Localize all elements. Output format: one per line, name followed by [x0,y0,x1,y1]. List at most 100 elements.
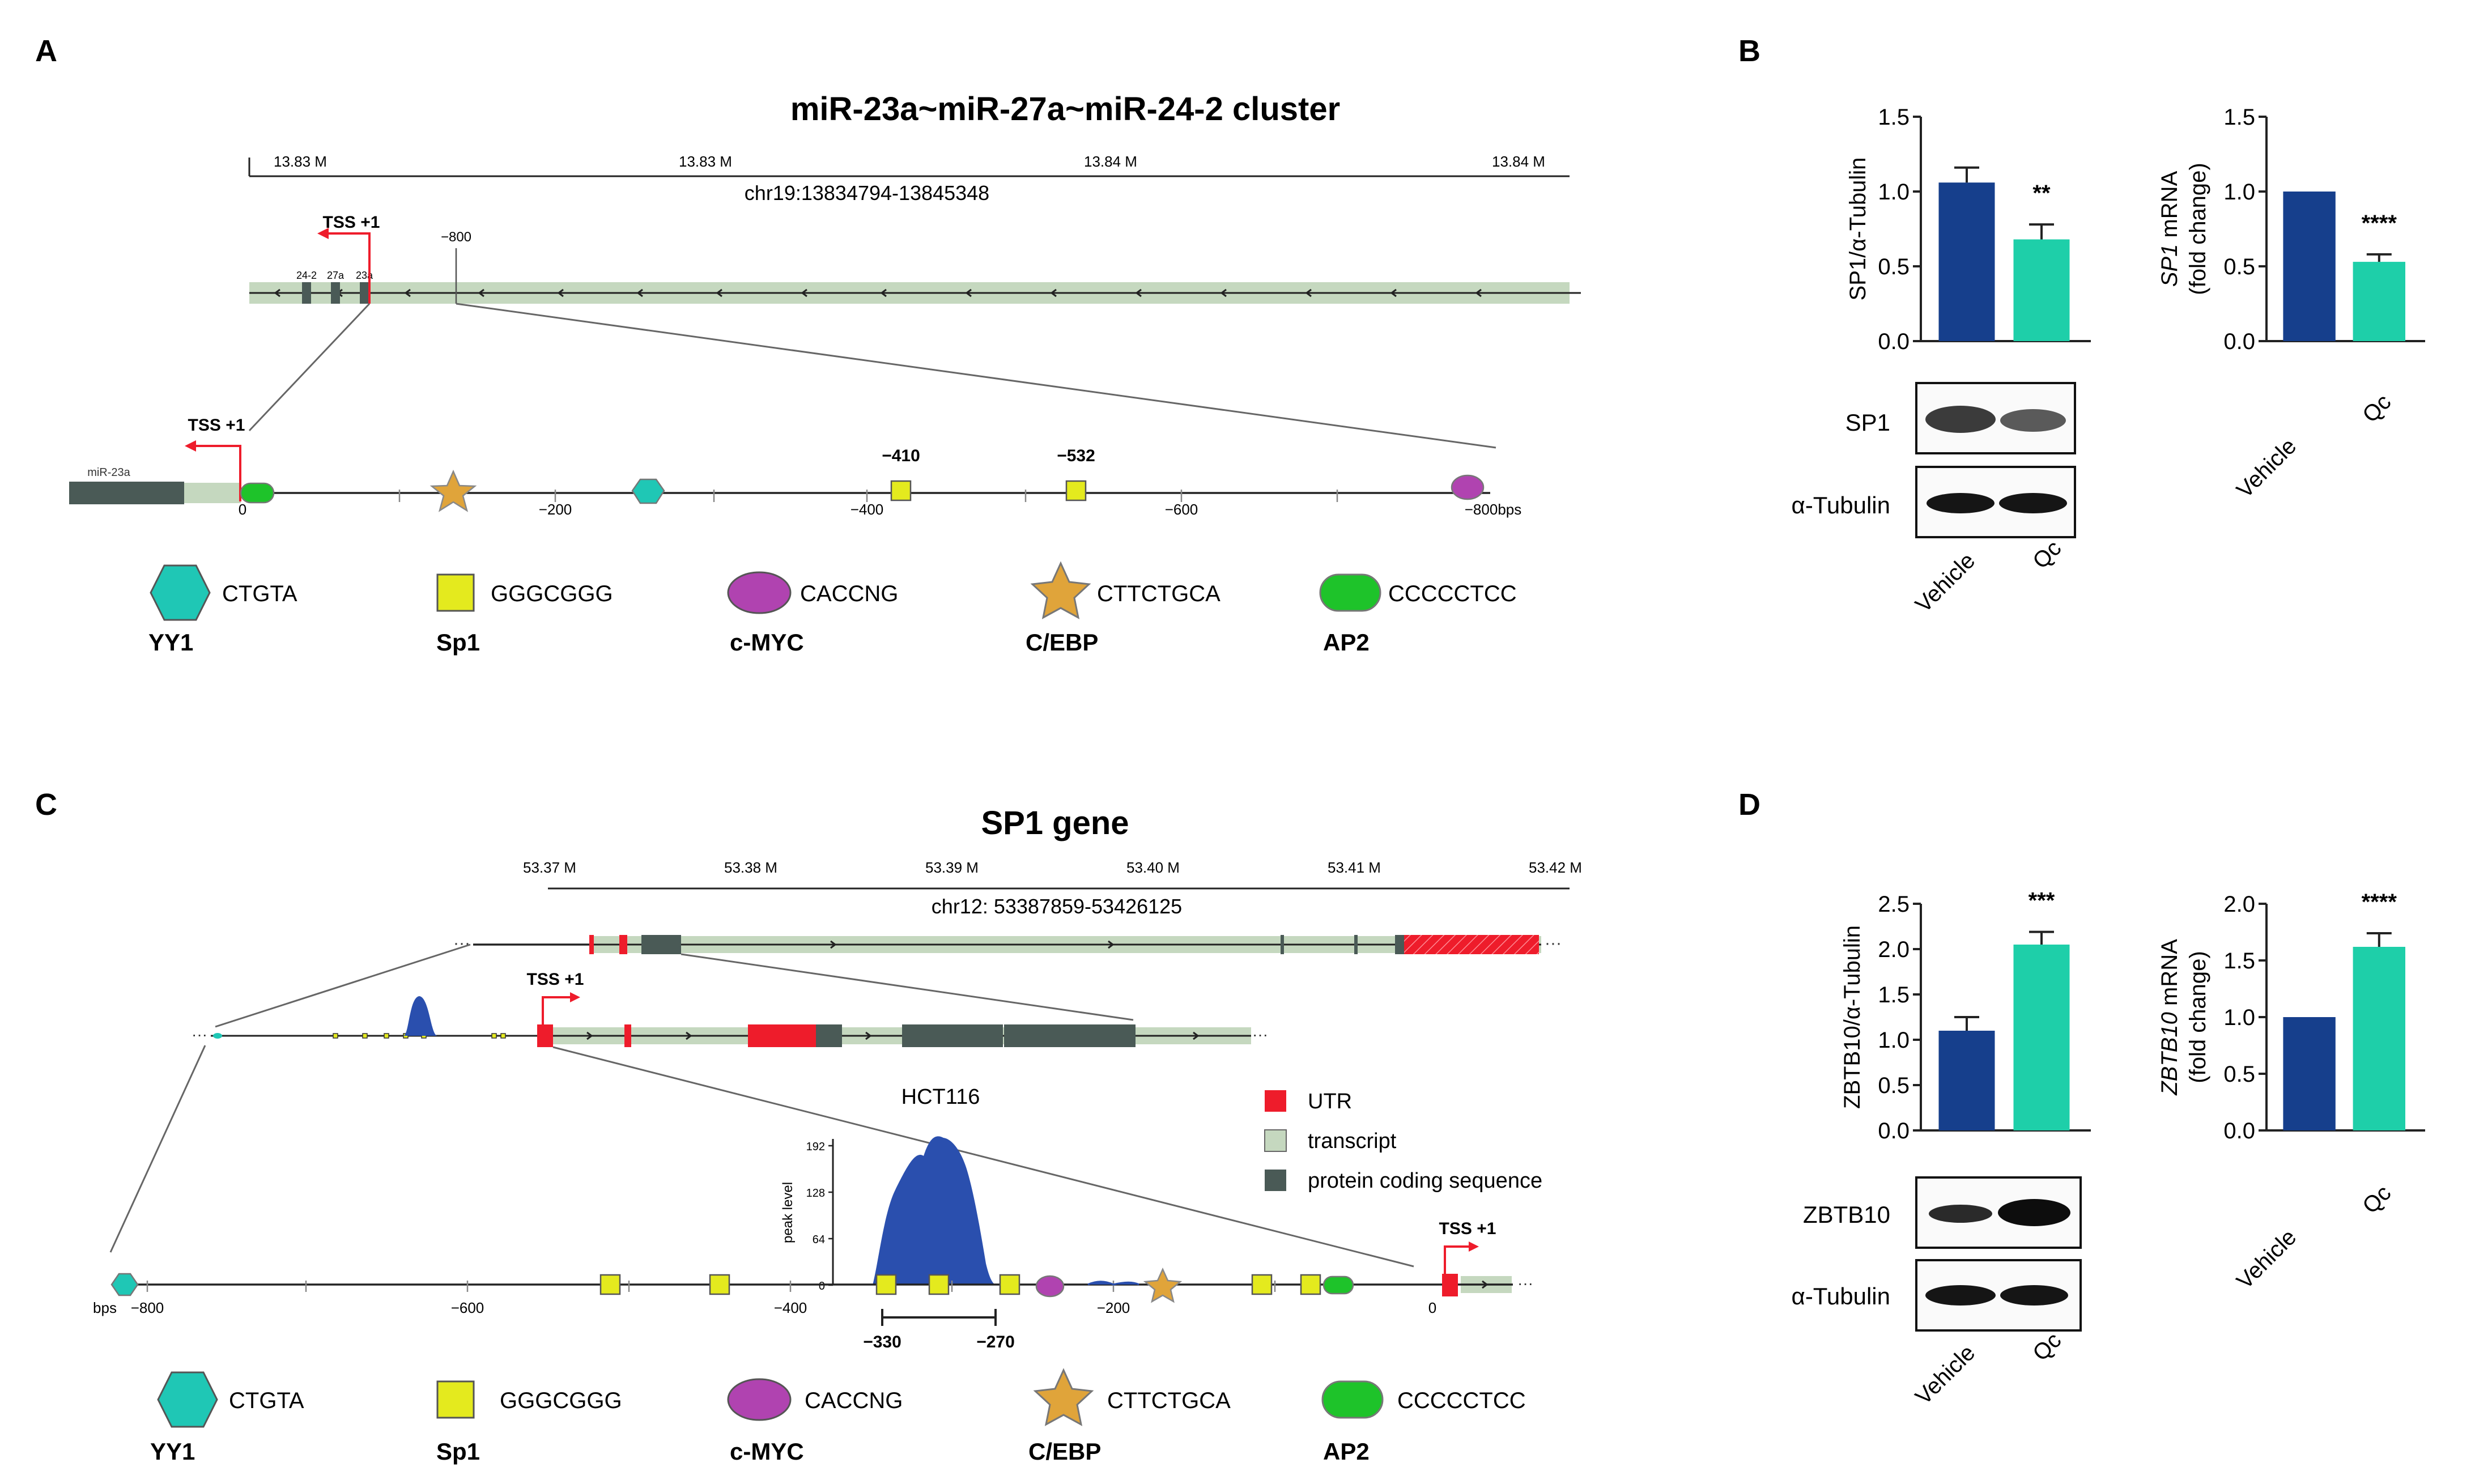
band [1998,1199,2070,1226]
peak-ylabel: peak level [780,1182,796,1243]
ruler-tick: 53.42 M [1529,859,1582,876]
mir-23a-exon [69,482,184,504]
y-tick-label: 1.0 [2223,180,2255,205]
axis-label: −800bps [1465,501,1521,518]
tf-name: C/EBP [1026,629,1098,656]
gene-track-c: ··· ··· [453,934,1562,954]
y-tick-label: 0.5 [1878,254,1910,279]
tf-name: c-MYC [730,1438,804,1465]
sp1-site [1251,1274,1273,1295]
motif-label: CCCCCTCC [1397,1388,1526,1413]
ap2-site [240,482,275,504]
bar [2353,262,2405,341]
axis-label: bps [93,1299,117,1316]
legend-label: UTR [1308,1090,1352,1113]
tf-name: YY1 [148,629,193,656]
significance-label: *** [2029,888,2055,913]
y-tick-label: 0.5 [1878,1073,1910,1098]
motif-label: CCCCCTCC [1388,581,1517,606]
bar-chart-d2: 0.0 0.5 1.0 1.5 2.0 **** ZBTB10 mRNA (fold chan… [2157,890,2425,1143]
peak-range-label: −330 [863,1333,901,1351]
bar [2353,947,2405,1130]
svg-text:···: ··· [1545,934,1562,953]
tf-legend-c: CTGTA YY1 GGGCGGG Sp1 CACCNG c-MYC CTTCT… [150,1368,1526,1465]
lane-label: Qc [2028,1328,2066,1366]
utr-3prime [1404,935,1539,954]
lane-label: Qc [2028,535,2066,573]
peak-tick: 192 [806,1141,825,1153]
y-tick-label: 1.0 [1878,180,1910,205]
yy1-site [110,1273,139,1296]
cebp-site [429,469,477,512]
mir-label: 24-2 [296,270,317,281]
ruler-tick: 53.38 M [724,859,777,876]
y-tick-label: 0.5 [2223,254,2255,279]
ruler-tick: 13.84 M [1492,153,1545,170]
western-blot-d: ZBTB10 α-Tubulin Vehicle Qc [1792,1176,2082,1410]
axis-label: −800 [131,1299,164,1316]
tf-name: AP2 [1323,629,1370,656]
y-tick-label: 1.0 [2223,1005,2255,1030]
legend-label: protein coding sequence [1308,1169,1542,1193]
bar [1938,1031,1995,1130]
category-label: Vehicle [2232,433,2301,503]
category-label: Qc [2358,1180,2396,1218]
yy1-icon [157,1371,218,1428]
axis-label: −200 [539,501,572,518]
chip-peak [873,1136,997,1285]
y-axis-label: ZBTB10 mRNA [2157,939,2182,1096]
legend-label: transcript [1308,1129,1397,1153]
tss-label: TSS +1 [188,416,245,435]
y-axis-label-2: (fold change) [2185,163,2210,295]
bar [2283,192,2336,341]
peak-plot: 192 128 64 0 peak level [780,1136,997,1292]
band-label: α-Tubulin [1792,492,1890,518]
motif-label: CTTCTGCA [1107,1388,1231,1413]
axis-label: 0 [1428,1299,1436,1316]
panel-label-c: C [35,788,57,822]
panel-a: miR-23a~miR-27a~miR-24-2 cluster 13.83 M… [69,91,1581,656]
motif-label: GGGCGGG [491,581,613,606]
structure-legend: UTR transcript protein coding sequence [1264,1090,1542,1193]
axis-label: −200 [1097,1299,1130,1316]
tf-legend-a: CTGTA YY1 GGGCGGG Sp1 CACCNG c-MYC CTTCT… [148,561,1517,656]
ap2-icon [1319,573,1381,612]
band [2000,409,2066,432]
sp1-site [1300,1274,1321,1295]
y-axis-label: ZBTB10/α-Tubulin [1840,925,1865,1109]
significance-label: **** [2362,890,2397,915]
ruler-tick: 53.41 M [1328,859,1381,876]
y-tick-label: 1.5 [2223,949,2255,973]
ruler-tick: 13.83 M [274,153,327,170]
y-tick-label: 0.0 [1878,329,1910,354]
mir-label: 23a [356,270,373,281]
sp1-site [928,1274,950,1295]
sp1-site [875,1274,897,1295]
motif-label: CTGTA [222,581,297,606]
mir-23a-label: miR-23a [87,466,130,479]
motif-label: CACCNG [800,581,898,606]
tss-label: TSS +1 [527,970,584,989]
peak-tick: 0 [819,1280,825,1292]
band-label: α-Tubulin [1792,1283,1890,1309]
y-tick-label: 2.5 [1878,892,1910,917]
axis-label: −400 [774,1299,807,1316]
y-tick-label: 0.5 [2223,1062,2255,1087]
yy1-icon [150,564,211,621]
svg-text:···: ··· [1517,1274,1533,1292]
cmyc-icon [727,571,792,614]
cmyc-site [1035,1275,1065,1298]
panel-a-ruler: 13.83 M 13.83 M 13.84 M 13.84 M chr19:13… [248,153,1570,205]
tf-name: Sp1 [436,1438,480,1465]
motif-label: CTTCTGCA [1097,581,1221,606]
ruler-tick: 53.37 M [523,859,576,876]
tick-800-label: −800 [441,229,471,245]
tf-name: C/EBP [1028,1438,1101,1465]
band [2000,1285,2068,1306]
utr-swatch [1265,1090,1286,1112]
western-blot-b: SP1 α-Tubulin Vehicle Qc [1792,382,2076,618]
cmyc-icon [727,1378,792,1421]
band [1927,493,1995,513]
band [1999,493,2067,513]
